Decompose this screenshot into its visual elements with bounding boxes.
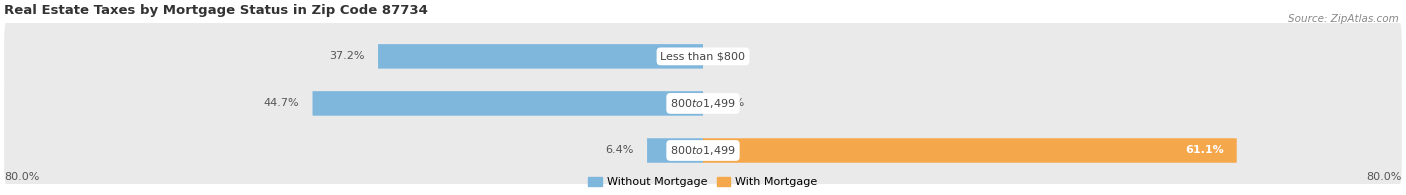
Text: 37.2%: 37.2% <box>329 51 366 61</box>
Text: Source: ZipAtlas.com: Source: ZipAtlas.com <box>1288 14 1399 24</box>
Text: $800 to $1,499: $800 to $1,499 <box>671 144 735 157</box>
FancyBboxPatch shape <box>4 112 1402 189</box>
Text: Less than $800: Less than $800 <box>661 51 745 61</box>
Text: 0.0%: 0.0% <box>716 98 744 108</box>
Text: 80.0%: 80.0% <box>4 173 39 183</box>
FancyBboxPatch shape <box>647 138 703 163</box>
Text: 61.1%: 61.1% <box>1185 145 1223 155</box>
Text: Real Estate Taxes by Mortgage Status in Zip Code 87734: Real Estate Taxes by Mortgage Status in … <box>4 4 427 17</box>
Text: 44.7%: 44.7% <box>264 98 299 108</box>
FancyBboxPatch shape <box>4 18 1402 95</box>
FancyBboxPatch shape <box>312 91 703 116</box>
FancyBboxPatch shape <box>4 65 1402 142</box>
Text: 0.0%: 0.0% <box>716 51 744 61</box>
FancyBboxPatch shape <box>703 138 1237 163</box>
Text: $800 to $1,499: $800 to $1,499 <box>671 97 735 110</box>
FancyBboxPatch shape <box>378 44 703 69</box>
Legend: Without Mortgage, With Mortgage: Without Mortgage, With Mortgage <box>583 172 823 192</box>
Text: 80.0%: 80.0% <box>1367 173 1402 183</box>
Text: 6.4%: 6.4% <box>606 145 634 155</box>
